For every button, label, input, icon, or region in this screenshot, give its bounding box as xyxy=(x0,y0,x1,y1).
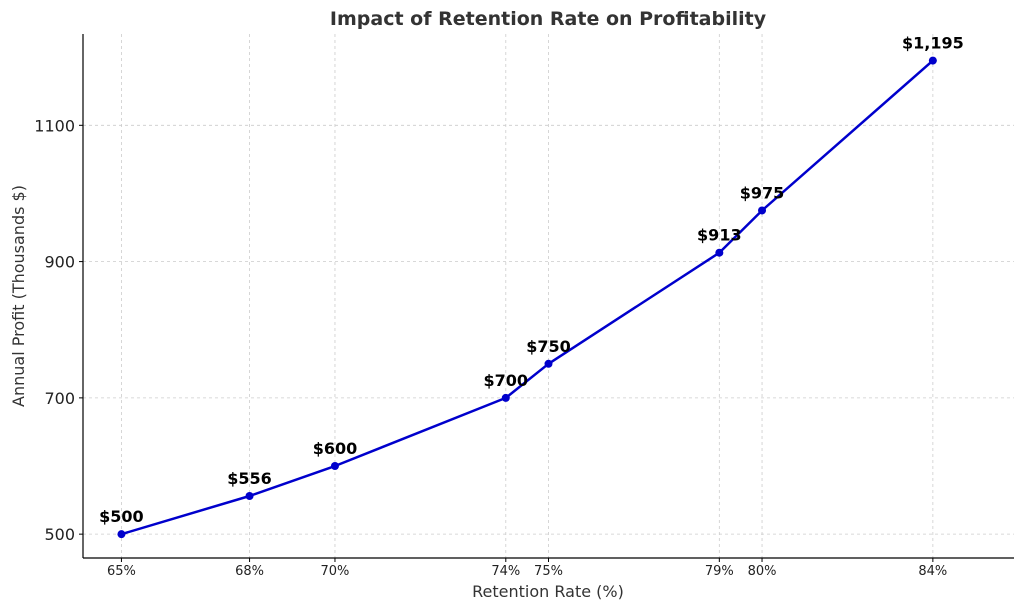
data-labels: $500 $556 $600 $700 $750 $913 $975 $1,195 xyxy=(99,34,964,527)
x-tick-label: 79% xyxy=(705,564,734,579)
x-tick-label: 74% xyxy=(491,564,520,579)
data-label: $700 xyxy=(484,371,529,390)
y-tick-label: 500 xyxy=(44,525,75,544)
data-point xyxy=(928,56,937,65)
data-point xyxy=(501,393,510,402)
data-label: $556 xyxy=(227,469,272,488)
data-point xyxy=(245,491,254,500)
data-label: $600 xyxy=(313,439,358,458)
x-tick-label: 84% xyxy=(918,564,947,579)
y-tick-label: 900 xyxy=(44,253,75,272)
y-tick-label: 1100 xyxy=(34,116,75,135)
data-point xyxy=(330,462,339,471)
x-tick-label: 75% xyxy=(534,564,563,579)
chart-title: Impact of Retention Rate on Profitabilit… xyxy=(330,8,767,30)
tick-labels: 65% 68% 70% 74% 75% 79% 80% 84% 500 700 900 1100 xyxy=(34,116,947,579)
x-tick-label: 68% xyxy=(235,564,264,579)
x-tick-label: 65% xyxy=(107,564,136,579)
y-axis-label: Annual Profit (Thousands $) xyxy=(9,185,28,407)
data-point xyxy=(117,530,126,539)
data-label: $750 xyxy=(526,337,571,356)
x-tick-label: 70% xyxy=(321,564,350,579)
data-label: $1,195 xyxy=(902,34,964,53)
x-axis-label: Retention Rate (%) xyxy=(472,582,624,601)
data-label: $975 xyxy=(740,183,785,202)
series xyxy=(117,56,937,539)
data-point xyxy=(715,248,724,257)
data-label: $500 xyxy=(99,507,144,526)
data-label: $913 xyxy=(697,226,742,245)
data-point xyxy=(544,359,553,368)
data-point xyxy=(758,206,767,215)
series-line xyxy=(121,59,934,536)
x-tick-label: 80% xyxy=(748,564,777,579)
y-tick-label: 700 xyxy=(44,389,75,408)
